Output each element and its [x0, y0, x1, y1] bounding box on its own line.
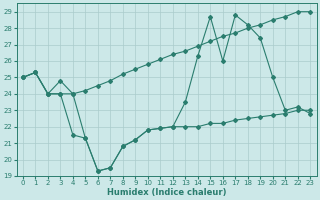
X-axis label: Humidex (Indice chaleur): Humidex (Indice chaleur)	[107, 188, 226, 197]
